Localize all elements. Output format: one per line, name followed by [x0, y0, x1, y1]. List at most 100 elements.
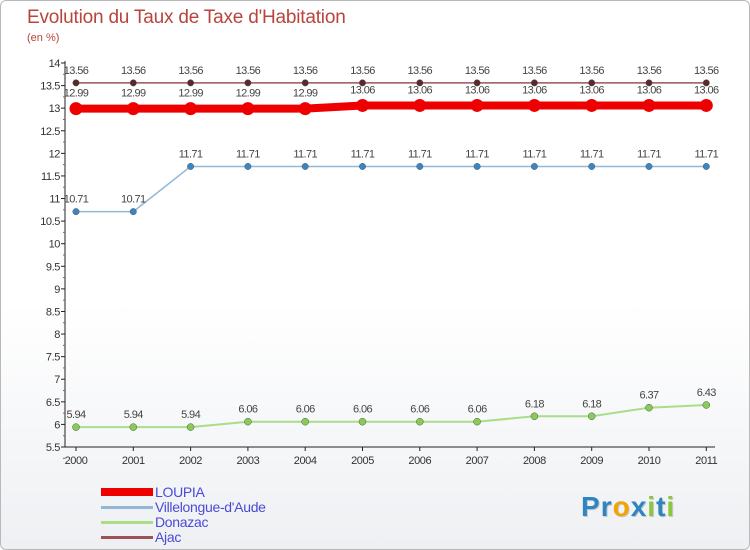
legend-label-donazac: Donazac	[155, 514, 209, 530]
legend-item-donazac: Donazac	[101, 514, 361, 530]
data-point-ajac	[702, 79, 710, 87]
data-label-loupia: 13.06	[579, 84, 604, 96]
logo-letter: P	[581, 491, 601, 522]
y-tick-label: 8	[54, 329, 60, 341]
data-point-villelongue-d-aude	[359, 163, 366, 170]
legend-label-loupia: LOUPIA	[155, 484, 205, 500]
data-label-donazac: 6.06	[410, 404, 429, 416]
data-point-villelongue-d-aude	[129, 208, 137, 216]
data-label-donazac: 6.06	[238, 404, 257, 416]
data-point-ajac	[244, 79, 252, 87]
data-point-loupia	[642, 98, 656, 112]
data-point-ajac	[416, 79, 424, 87]
data-label-loupia: 12.99	[178, 88, 203, 100]
x-tick-label: 2010	[638, 455, 661, 467]
data-point-loupia	[585, 98, 599, 112]
y-tick-label: 6	[54, 419, 60, 431]
y-tick-label: 11.5	[41, 171, 60, 183]
logo-letter: r	[600, 491, 613, 522]
data-point-villelongue-d-aude	[187, 163, 195, 170]
legend-swatch-ajac	[101, 535, 153, 539]
data-point-donazac	[473, 417, 481, 426]
y-tick-label: 13	[49, 103, 61, 115]
data-point-loupia	[699, 98, 713, 112]
data-label-villelongue-d-aude: 11.71	[408, 148, 432, 160]
data-point-ajac	[359, 79, 366, 87]
y-tick-label: 9	[54, 284, 60, 296]
data-label-donazac: 6.06	[353, 404, 372, 416]
data-point-donazac	[587, 412, 596, 421]
data-label-loupia: 13.06	[408, 84, 433, 96]
y-tick-label: 5.5	[46, 442, 60, 454]
x-tick-label: 2003	[236, 455, 259, 467]
data-point-donazac	[129, 423, 138, 431]
data-label-ajac: 13.56	[522, 65, 547, 77]
y-unit-label: (en %)	[27, 32, 60, 44]
x-tick-label: 2008	[523, 455, 546, 467]
y-tick-label: 6.5	[46, 397, 60, 409]
logo-letter: x	[630, 491, 648, 522]
y-tick-label: 13.5	[40, 81, 60, 93]
series-line-loupia	[72, 101, 711, 113]
x-tick-label: 2006	[408, 455, 431, 467]
data-label-loupia: 13.06	[522, 84, 547, 96]
data-point-donazac	[702, 401, 711, 409]
x-tick-label: 2001	[122, 455, 145, 467]
legend-swatch-villelongue-d-aude	[101, 505, 153, 509]
data-point-villelongue-d-aude	[530, 163, 538, 170]
legend-label-ajac: Ajac	[155, 529, 182, 545]
data-point-loupia	[69, 102, 83, 116]
data-label-villelongue-d-aude: 11.71	[580, 148, 604, 160]
data-label-villelongue-d-aude: 11.71	[293, 148, 317, 160]
data-label-ajac: 13.56	[694, 65, 719, 77]
data-point-donazac	[186, 423, 195, 431]
y-tick-label: 8.5	[46, 306, 60, 318]
data-point-ajac	[187, 79, 195, 87]
data-label-loupia: 13.06	[694, 84, 719, 96]
data-point-donazac	[358, 417, 367, 426]
data-label-loupia: 12.99	[64, 88, 89, 100]
logo-letter: o	[612, 491, 631, 522]
data-label-villelongue-d-aude: 11.71	[465, 148, 489, 160]
data-label-donazac: 6.18	[582, 398, 601, 410]
x-tick-label: 2009	[580, 455, 603, 467]
legend-item-loupia: LOUPIA	[101, 484, 361, 500]
data-label-ajac: 13.56	[236, 65, 261, 77]
chart-title: Evolution du Taux de Taxe d'Habitation	[27, 7, 346, 28]
data-label-villelongue-d-aude: 11.71	[351, 148, 375, 160]
data-point-donazac	[416, 417, 424, 426]
data-label-loupia: 12.99	[293, 88, 318, 100]
data-label-ajac: 13.56	[465, 65, 490, 77]
data-point-donazac	[244, 417, 252, 426]
data-label-ajac: 13.56	[579, 65, 604, 77]
data-point-donazac	[72, 423, 80, 431]
data-label-donazac: 6.18	[525, 398, 544, 410]
legend-item-ajac: Ajac	[101, 529, 361, 545]
data-point-donazac	[530, 412, 539, 421]
x-tick-label: 2005	[351, 455, 374, 467]
data-point-ajac	[645, 79, 653, 87]
data-label-ajac: 13.56	[178, 65, 203, 77]
data-label-villelongue-d-aude: 10.71	[64, 194, 89, 206]
y-tick-label: 7.5	[46, 352, 60, 364]
y-tick-label: 12	[49, 148, 61, 160]
data-label-villelongue-d-aude: 11.71	[523, 148, 547, 160]
logo-letter: i	[647, 491, 657, 522]
data-label-ajac: 13.56	[350, 65, 375, 77]
x-tick-label: 2002	[179, 455, 202, 467]
legend-swatch-loupia	[101, 488, 153, 496]
data-point-donazac	[645, 403, 653, 412]
data-point-villelongue-d-aude	[588, 163, 596, 170]
data-label-ajac: 13.56	[293, 65, 318, 77]
data-point-donazac	[301, 417, 309, 426]
data-label-donazac: 6.37	[639, 390, 658, 402]
data-label-villelongue-d-aude: 10.71	[121, 194, 146, 206]
data-label-loupia: 13.06	[465, 84, 490, 96]
data-point-ajac	[473, 79, 481, 87]
data-point-villelongue-d-aude	[473, 163, 481, 170]
data-label-villelongue-d-aude: 11.71	[236, 148, 260, 160]
data-label-ajac: 13.56	[637, 65, 662, 77]
data-label-villelongue-d-aude: 11.71	[694, 148, 718, 160]
data-label-loupia: 12.99	[121, 88, 146, 100]
